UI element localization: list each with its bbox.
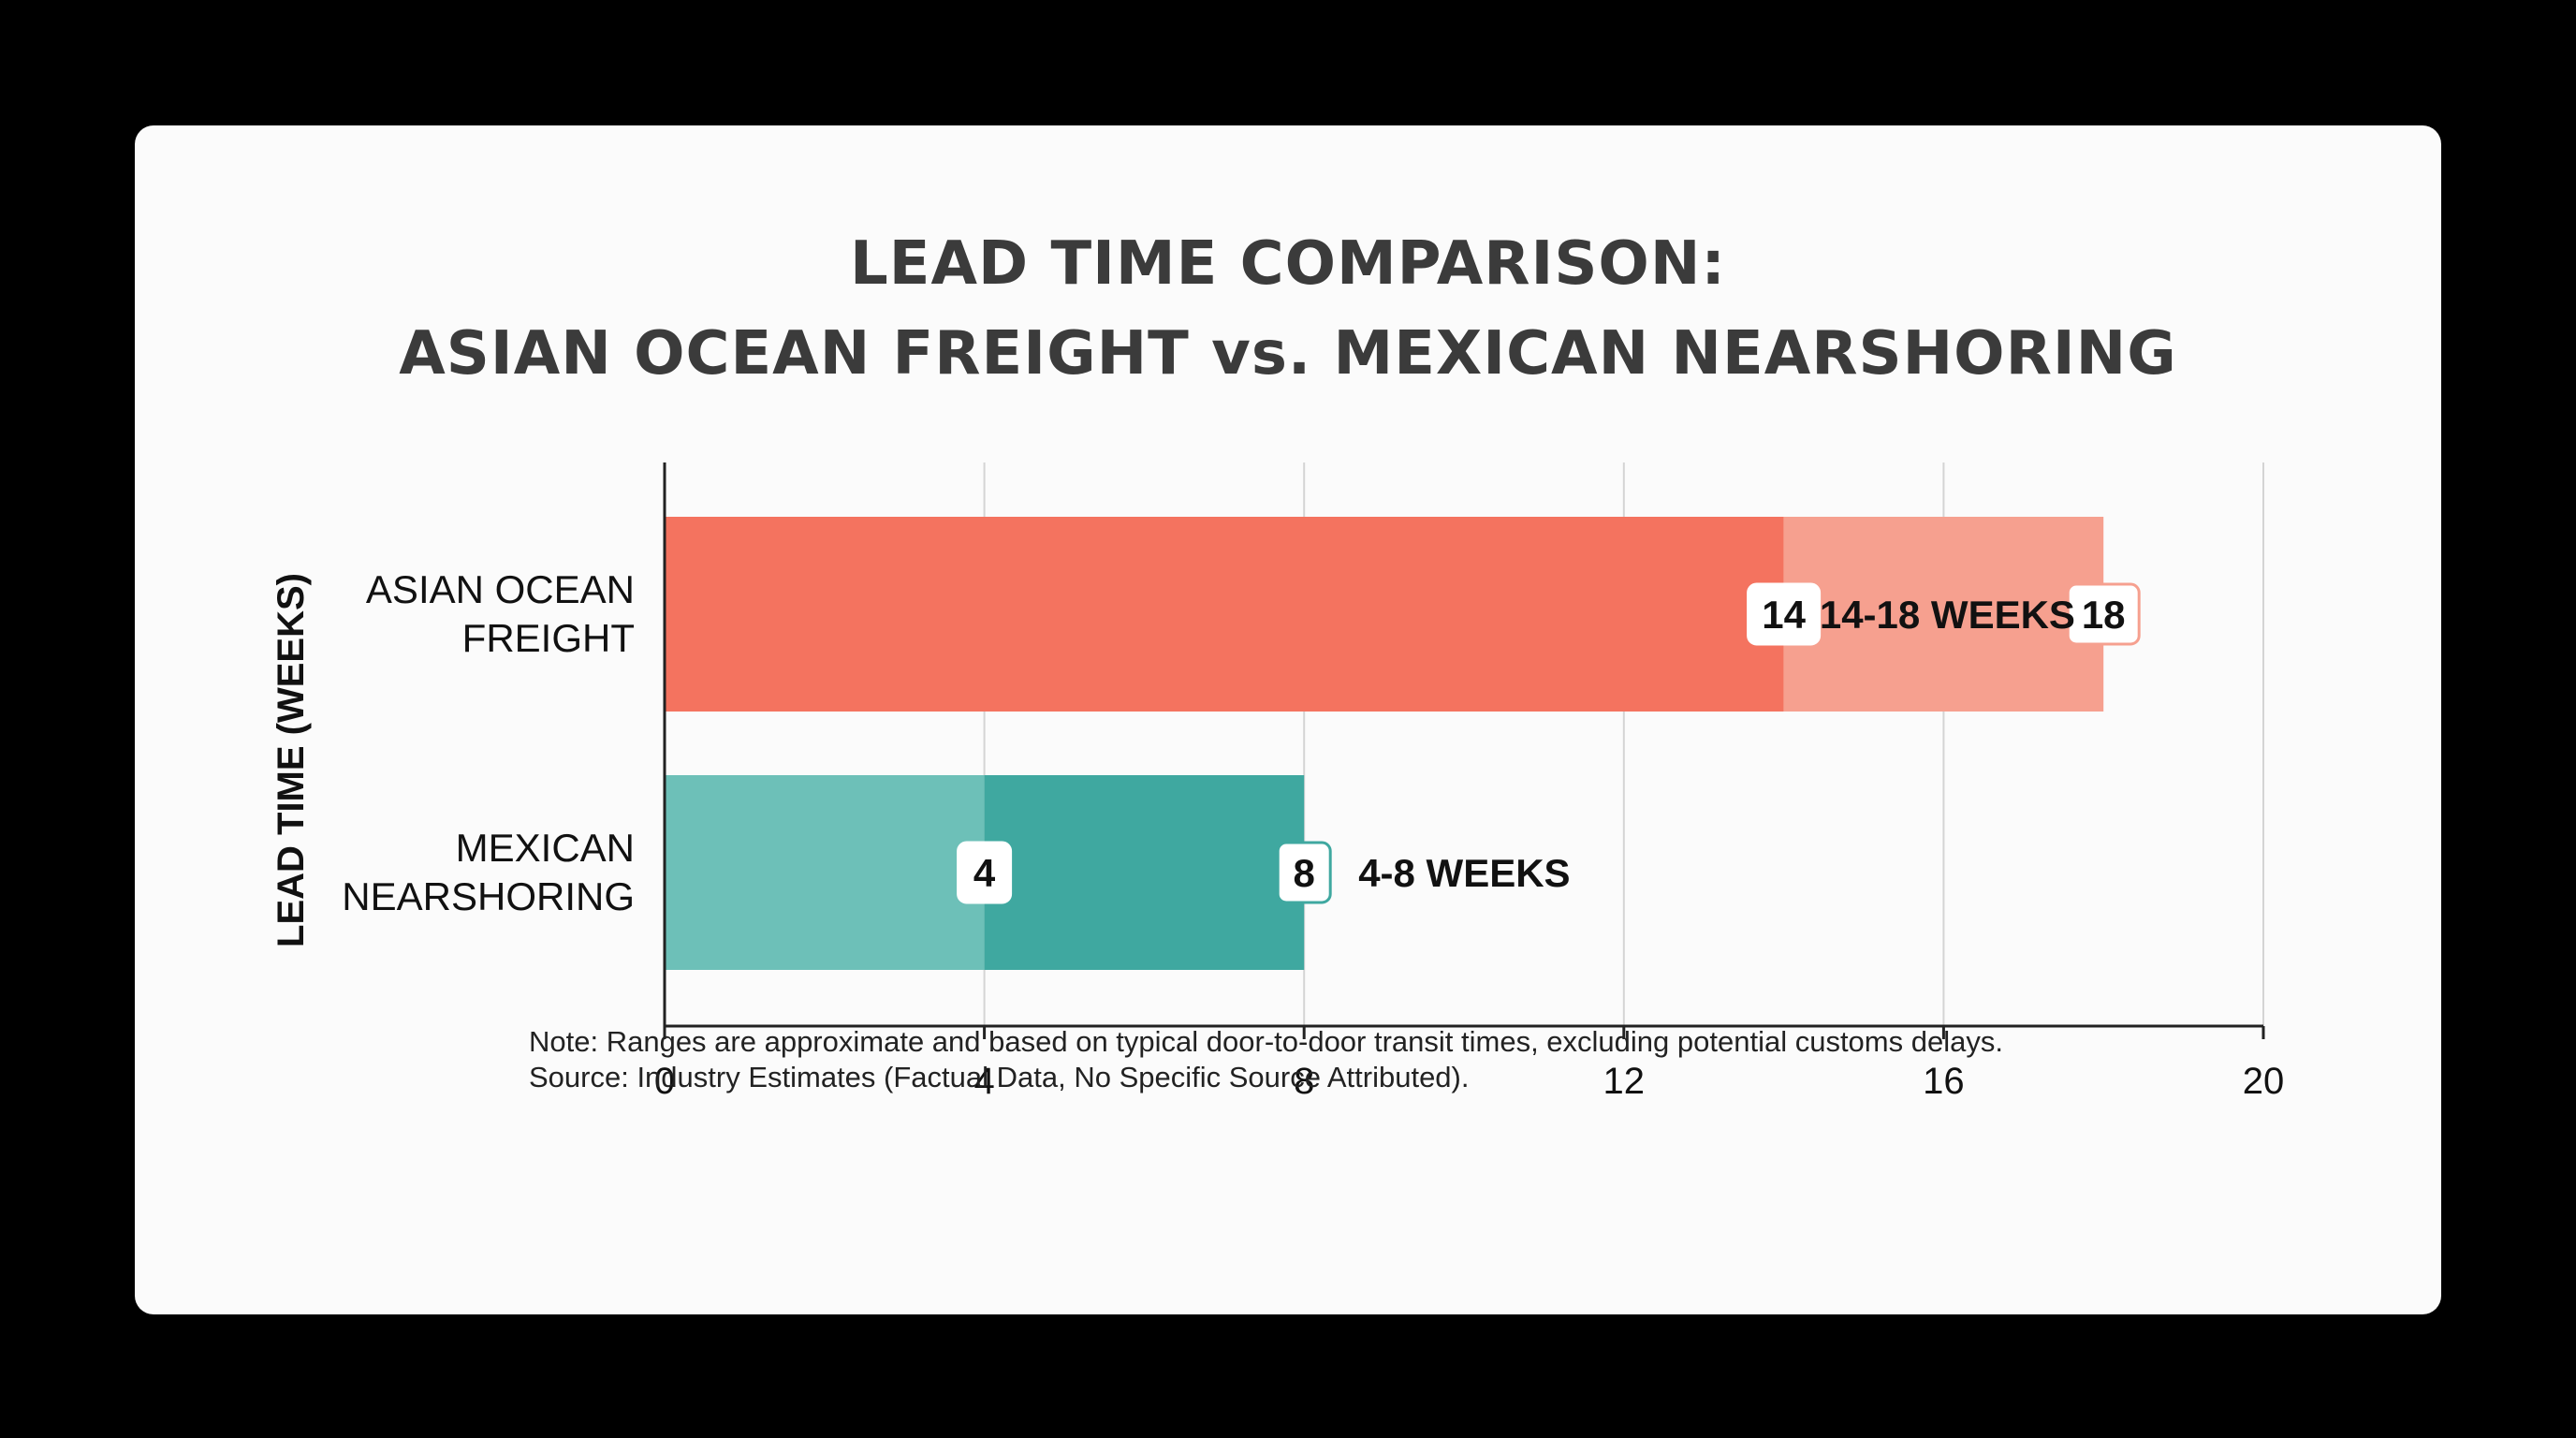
value-badge-label: 4 [973,851,996,895]
source-line: Source: Industry Estimates (Factual Data… [529,1061,1470,1093]
x-tick-label: 20 [2243,1061,2285,1102]
category-label: MEXICAN [456,826,635,870]
x-tick-label: 8 [1294,1061,1314,1102]
x-tick-label: 16 [1923,1061,1965,1102]
y-axis-title: LEAD TIME (WEEKS) [271,573,312,947]
chart-note: Note: Ranges are approximate and based o… [529,1024,2003,1095]
bar-range [984,775,1305,970]
chart-card: LEAD TIME COMPARISON: ASIAN OCEAN FREIGH… [135,125,2441,1314]
value-badge-label: 8 [1294,851,1315,895]
x-tick-label: 0 [654,1061,675,1102]
x-tick-label: 12 [1603,1061,1646,1102]
bar-base [665,775,985,970]
value-badge [1276,841,1332,904]
value-badge [1747,582,1822,646]
value-badge [2066,582,2141,646]
note-line: Note: Ranges are approximate and based o… [529,1025,2003,1058]
range-label: 4-8 WEEKS [1358,851,1570,895]
category-label: ASIAN OCEAN [366,567,635,611]
category-label: FREIGHT [462,616,635,660]
category-label: NEARSHORING [342,874,635,918]
chart-title: LEAD TIME COMPARISON: ASIAN OCEAN FREIGH… [135,219,2441,399]
x-tick-label: 4 [973,1061,994,1102]
bar-base [665,517,1784,712]
title-line-1: LEAD TIME COMPARISON: [850,229,1726,299]
range-label: 14-18 WEEKS [1820,593,2075,637]
value-badge-label: 14 [1762,593,1806,637]
title-line-2: ASIAN OCEAN FREIGHT vs. MEXICAN NEARSHOR… [399,319,2177,389]
value-badge [957,841,1013,904]
value-badge-label: 18 [2082,593,2126,637]
bar-range [1783,517,2104,712]
